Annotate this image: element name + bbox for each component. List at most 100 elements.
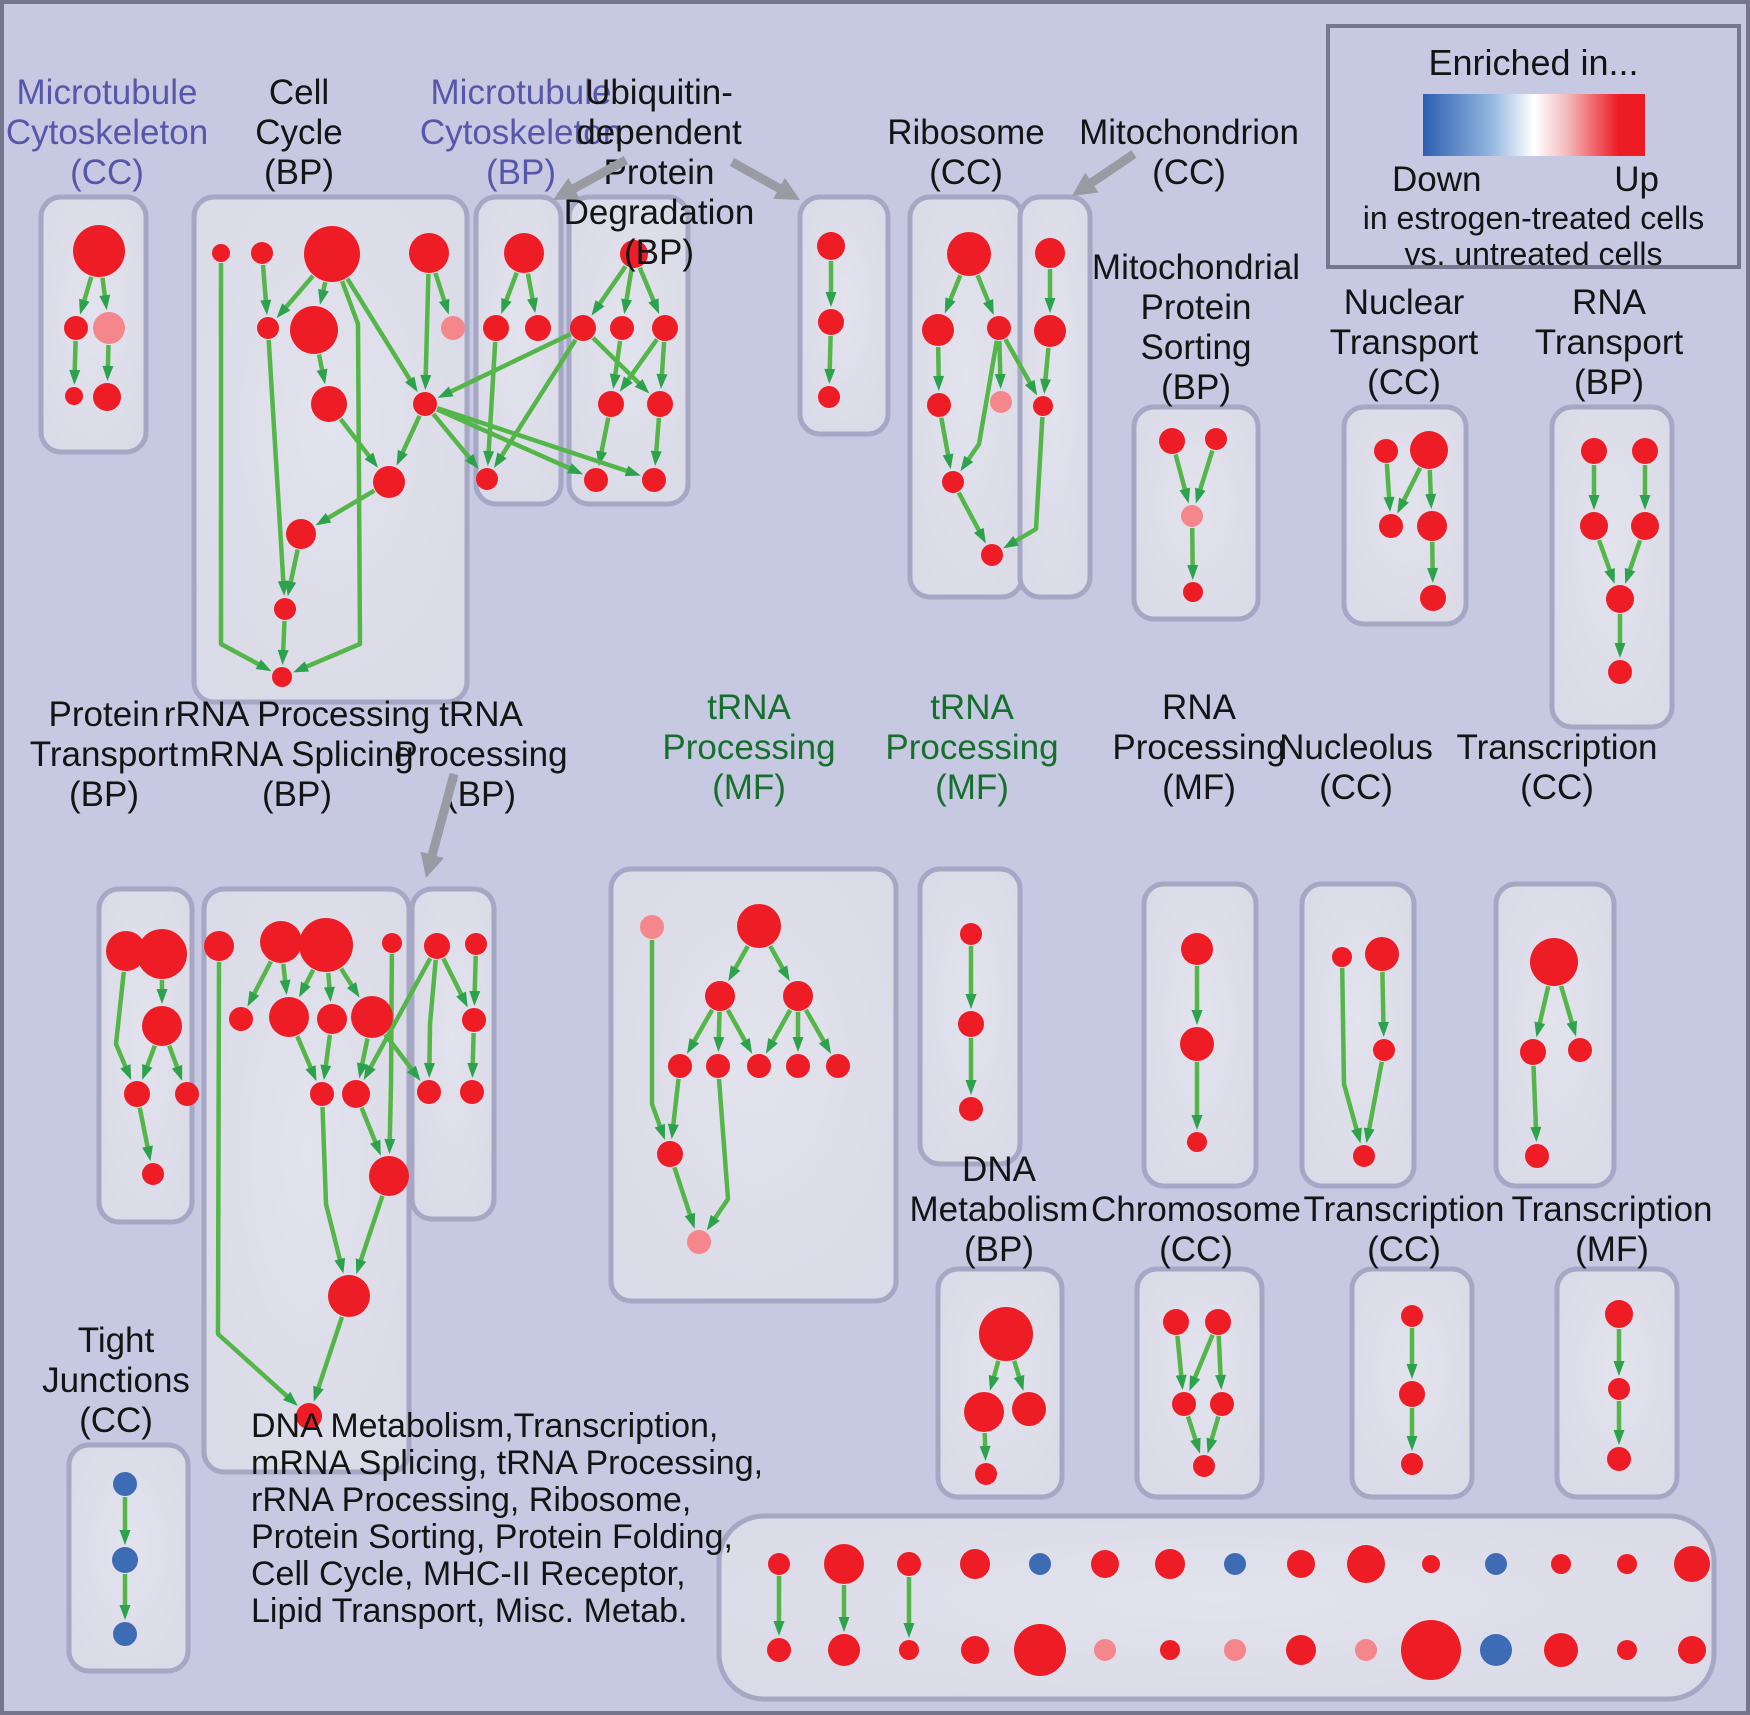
go-term-node-rna-transport-bp-2[interactable] — [1580, 512, 1608, 540]
go-term-node-mitochondrion-cc-2[interactable] — [1033, 396, 1053, 416]
go-term-node-protein-transport-bp-3[interactable] — [124, 1081, 150, 1107]
go-term-node-dna-metabolism-bp-1[interactable] — [964, 1392, 1004, 1432]
go-term-node-mixed-misc-19[interactable] — [1014, 1624, 1066, 1676]
go-term-node-mitochondrion-cc-0[interactable] — [1035, 238, 1065, 268]
go-term-node-mitochondrion-cc-1[interactable] — [1034, 315, 1066, 347]
go-term-node-mixed-misc-20[interactable] — [1094, 1639, 1116, 1661]
go-term-node-transcription-cc-3[interactable] — [1525, 1144, 1549, 1168]
go-term-node-nucleolus-cc-2[interactable] — [1373, 1039, 1395, 1061]
go-term-node-rna-processing-mf-0[interactable] — [1181, 933, 1213, 965]
go-term-node-mixed-misc-6[interactable] — [1155, 1549, 1185, 1579]
go-term-node-trna-processing-mf-large-3[interactable] — [783, 981, 813, 1011]
go-term-node-trna-processing-mf-small-0[interactable] — [960, 923, 982, 945]
go-term-node-mixed-misc-13[interactable] — [1617, 1554, 1637, 1574]
go-term-node-cell-cycle-bp-0[interactable] — [212, 244, 230, 262]
go-term-node-transcription-mf-2[interactable] — [1607, 1447, 1631, 1471]
go-term-node-ubiquitin-bp-a-7[interactable] — [642, 468, 666, 492]
go-term-node-rna-processing-mf-1[interactable] — [1180, 1027, 1214, 1061]
go-term-node-mixed-misc-22[interactable] — [1224, 1639, 1246, 1661]
go-term-node-ubiquitin-bp-a-5[interactable] — [647, 391, 673, 417]
go-term-node-rrna-mrna-bp-1[interactable] — [260, 921, 302, 963]
go-term-node-cell-cycle-bp-3[interactable] — [409, 233, 449, 273]
go-term-node-rna-transport-bp-5[interactable] — [1608, 660, 1632, 684]
go-term-node-mixed-misc-27[interactable] — [1544, 1633, 1578, 1667]
go-term-node-cell-cycle-bp-2[interactable] — [304, 226, 360, 282]
go-term-node-tight-junctions-cc-1[interactable] — [112, 1547, 138, 1573]
go-term-node-mixed-misc-4[interactable] — [1029, 1553, 1051, 1575]
go-term-node-tight-junctions-cc-2[interactable] — [113, 1622, 137, 1646]
go-term-node-chromosome-cc-4[interactable] — [1193, 1455, 1215, 1477]
go-term-node-rrna-mrna-bp-9[interactable] — [342, 1080, 370, 1108]
go-term-node-trna-bp-2[interactable] — [462, 1008, 486, 1032]
go-term-node-ribosome-cc-4[interactable] — [990, 391, 1012, 413]
go-term-node-mixed-misc-7[interactable] — [1224, 1553, 1246, 1575]
go-term-node-nucleolus-cc-0[interactable] — [1332, 947, 1352, 967]
go-term-node-transcription-cc-2-1[interactable] — [1399, 1381, 1425, 1407]
go-term-node-cell-cycle-bp-7[interactable] — [311, 386, 347, 422]
go-term-node-rna-transport-bp-1[interactable] — [1632, 438, 1658, 464]
go-term-node-transcription-cc-2-2[interactable] — [1401, 1453, 1423, 1475]
go-term-node-rrna-mrna-bp-7[interactable] — [351, 996, 393, 1038]
go-term-node-protein-transport-bp-2[interactable] — [142, 1006, 182, 1046]
go-term-node-ubiquitin-bp-a-4[interactable] — [598, 391, 624, 417]
go-term-node-mixed-misc-3[interactable] — [960, 1549, 990, 1579]
go-term-node-trna-processing-mf-large-5[interactable] — [706, 1054, 730, 1078]
go-term-node-ubiquitin-bp-a-0[interactable] — [620, 240, 648, 268]
go-term-node-rrna-mrna-bp-8[interactable] — [310, 1082, 334, 1106]
go-term-node-trna-processing-mf-large-4[interactable] — [668, 1054, 692, 1078]
go-term-node-microtubule-bp-0[interactable] — [504, 233, 544, 273]
go-term-node-mixed-misc-23[interactable] — [1286, 1635, 1316, 1665]
go-term-node-rna-transport-bp-3[interactable] — [1631, 512, 1659, 540]
go-term-node-cell-cycle-bp-4[interactable] — [257, 317, 279, 339]
go-term-node-transcription-cc-2-0[interactable] — [1401, 1305, 1423, 1327]
go-term-node-ubiquitin-bp-a-2[interactable] — [610, 316, 634, 340]
go-term-node-nuclear-transport-cc-3[interactable] — [1417, 511, 1447, 541]
go-term-node-microtubule-cc-2[interactable] — [93, 312, 125, 344]
go-term-node-nuclear-transport-cc-1[interactable] — [1410, 431, 1448, 469]
go-term-node-ubiquitin-bp-a-1[interactable] — [570, 315, 596, 341]
go-term-node-microtubule-bp-3[interactable] — [476, 468, 498, 490]
go-term-node-trna-bp-0[interactable] — [424, 933, 450, 959]
go-term-node-protein-transport-bp-4[interactable] — [175, 1082, 199, 1106]
go-term-node-mixed-misc-28[interactable] — [1617, 1640, 1637, 1660]
go-term-node-mito-protein-sorting-bp-1[interactable] — [1205, 428, 1227, 450]
go-term-node-mito-protein-sorting-bp-0[interactable] — [1159, 428, 1185, 454]
go-term-node-microtubule-cc-1[interactable] — [64, 316, 88, 340]
go-term-node-trna-processing-mf-large-9[interactable] — [657, 1141, 683, 1167]
go-term-node-trna-processing-mf-small-2[interactable] — [959, 1097, 983, 1121]
go-term-node-rna-processing-mf-2[interactable] — [1187, 1132, 1207, 1152]
go-term-node-mixed-misc-2[interactable] — [897, 1552, 921, 1576]
go-term-node-trna-bp-4[interactable] — [460, 1080, 484, 1104]
go-term-node-transcription-cc-1[interactable] — [1520, 1039, 1546, 1065]
go-term-node-chromosome-cc-1[interactable] — [1205, 1309, 1231, 1335]
go-term-node-chromosome-cc-2[interactable] — [1172, 1392, 1196, 1416]
go-term-node-nucleolus-cc-1[interactable] — [1365, 937, 1399, 971]
go-term-node-ribosome-cc-1[interactable] — [922, 314, 954, 346]
go-term-node-mixed-misc-11[interactable] — [1485, 1553, 1507, 1575]
go-term-node-mixed-misc-0[interactable] — [768, 1553, 790, 1575]
go-term-node-rrna-mrna-bp-3[interactable] — [382, 933, 402, 953]
go-term-node-transcription-mf-1[interactable] — [1608, 1378, 1630, 1400]
go-term-node-transcription-cc-0[interactable] — [1530, 938, 1578, 986]
go-term-node-microtubule-bp-1[interactable] — [483, 315, 509, 341]
go-term-node-trna-processing-mf-small-1[interactable] — [958, 1011, 984, 1037]
go-term-node-rrna-mrna-bp-2[interactable] — [299, 918, 353, 972]
go-term-node-trna-bp-1[interactable] — [465, 933, 487, 955]
go-term-node-nuclear-transport-cc-2[interactable] — [1379, 514, 1403, 538]
go-term-node-ribosome-cc-3[interactable] — [927, 393, 951, 417]
go-term-node-protein-transport-bp-1[interactable] — [137, 929, 187, 979]
go-term-node-nuclear-transport-cc-0[interactable] — [1374, 439, 1398, 463]
go-term-node-mixed-misc-5[interactable] — [1091, 1550, 1119, 1578]
go-term-node-microtubule-bp-2[interactable] — [525, 315, 551, 341]
go-term-node-microtubule-cc-3[interactable] — [65, 387, 83, 405]
go-term-node-rrna-mrna-bp-0[interactable] — [204, 931, 234, 961]
go-term-node-mito-protein-sorting-bp-2[interactable] — [1181, 505, 1203, 527]
go-term-node-transcription-cc-2[interactable] — [1568, 1038, 1592, 1062]
go-term-node-ribosome-cc-0[interactable] — [947, 232, 991, 276]
go-term-node-mixed-misc-10[interactable] — [1422, 1555, 1440, 1573]
go-term-node-cell-cycle-bp-10[interactable] — [286, 519, 316, 549]
go-term-node-cell-cycle-bp-6[interactable] — [441, 316, 465, 340]
go-term-node-mixed-misc-15[interactable] — [767, 1638, 791, 1662]
go-term-node-cell-cycle-bp-1[interactable] — [251, 242, 273, 264]
go-term-node-ribosome-cc-2[interactable] — [987, 316, 1011, 340]
